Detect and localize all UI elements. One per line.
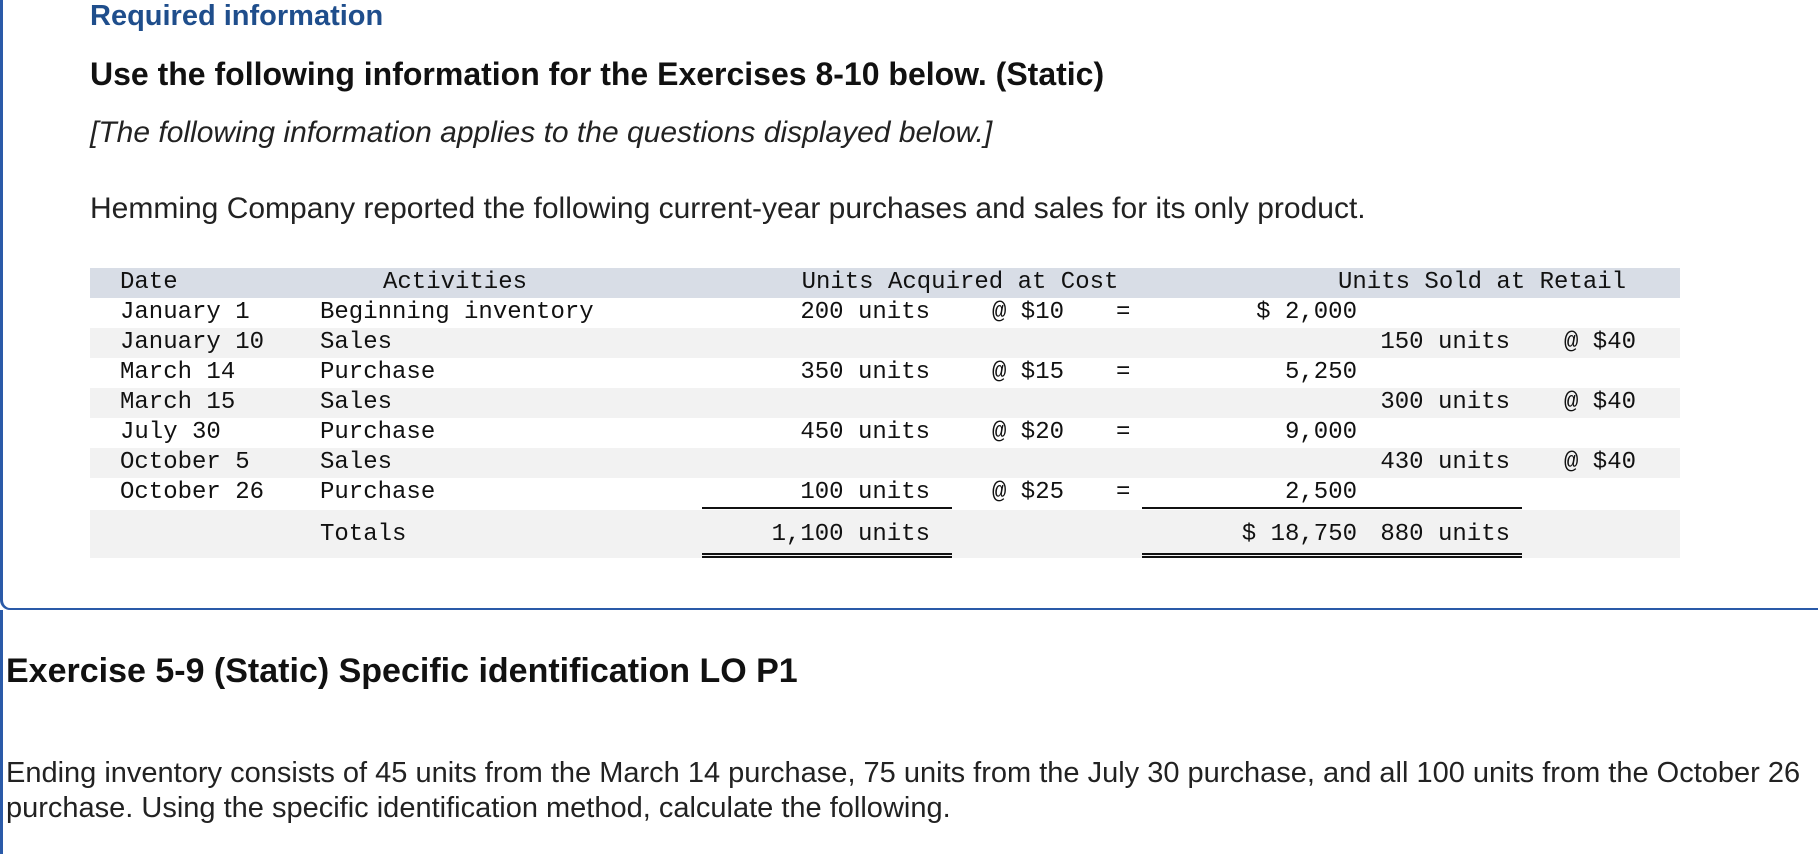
row-date: March 15 [120, 389, 236, 416]
row-activity: Beginning inventory [320, 299, 594, 326]
row-equals: = [1116, 359, 1131, 386]
row-equals: = [1116, 419, 1131, 446]
double-underline-units-acquired [702, 553, 952, 558]
row-activity: Sales [320, 449, 393, 476]
header-date: Date [120, 269, 178, 296]
exercise-title: Exercise 5-9 (Static) Specific identific… [6, 652, 798, 690]
row-cost: 5,250 [1284, 359, 1357, 386]
totals-sold-units: 880 units [1380, 521, 1510, 548]
row-cost: $ 2,000 [1256, 299, 1357, 326]
row-acquired-price: @ $25 [992, 479, 1065, 506]
row-sold-price: @ $40 [1564, 329, 1637, 356]
inventory-table: Date Activities Units Acquired at Cost U… [90, 268, 1680, 558]
row-activity: Sales [320, 329, 393, 356]
row-activity: Purchase [320, 479, 436, 506]
table-row: January 1 Beginning inventory 200 units … [90, 298, 1680, 328]
row-cost: 9,000 [1284, 419, 1357, 446]
totals-cost: $ 18,750 [1241, 521, 1357, 548]
row-acquired-price: @ $20 [992, 419, 1065, 446]
row-acquired-units: 450 units [800, 419, 930, 446]
row-acquired-units: 200 units [800, 299, 930, 326]
row-acquired-units: 100 units [800, 479, 930, 506]
applies-note: [The following information applies to th… [90, 116, 993, 149]
table-row: March 14 Purchase 350 units @ $15 = 5,25… [90, 358, 1680, 388]
required-information-heading: Required information [90, 0, 384, 32]
row-sold-units: 300 units [1380, 389, 1510, 416]
table-row: October 26 Purchase 100 units @ $25 = 2,… [90, 478, 1680, 508]
row-sold-units: 430 units [1380, 449, 1510, 476]
table-row: January 10 Sales 150 units @ $40 [90, 328, 1680, 358]
totals-label: Totals [320, 521, 407, 548]
instructions-title: Use the following information for the Ex… [90, 56, 1105, 92]
row-date: July 30 [120, 419, 221, 446]
table-row: March 15 Sales 300 units @ $40 [90, 388, 1680, 418]
row-activity: Sales [320, 389, 393, 416]
table-row: October 5 Sales 430 units @ $40 [90, 448, 1680, 478]
underline-cost-sold [1142, 507, 1522, 509]
row-date: January 10 [120, 329, 265, 356]
underline-units-acquired [702, 507, 952, 509]
header-units-acquired: Units Acquired at Cost [801, 269, 1119, 296]
row-acquired-price: @ $15 [992, 359, 1065, 386]
info-panel [0, 0, 1818, 610]
header-activities: Activities [382, 269, 528, 296]
table-header-row: Date Activities Units Acquired at Cost U… [90, 268, 1680, 298]
row-acquired-price: @ $10 [992, 299, 1065, 326]
row-sold-price: @ $40 [1564, 389, 1637, 416]
row-cost: 2,500 [1284, 479, 1357, 506]
row-activity: Purchase [320, 359, 436, 386]
totals-acquired-units: 1,100 units [771, 521, 930, 548]
exercise-text: Ending inventory consists of 45 units fr… [6, 757, 1801, 824]
row-acquired-units: 350 units [800, 359, 930, 386]
row-equals: = [1116, 299, 1131, 326]
row-sold-units: 150 units [1380, 329, 1510, 356]
row-sold-price: @ $40 [1564, 449, 1637, 476]
header-units-sold: Units Sold at Retail [1338, 269, 1627, 296]
row-date: March 14 [120, 359, 236, 386]
row-date: January 1 [120, 299, 250, 326]
row-activity: Purchase [320, 419, 436, 446]
left-accent-rule [0, 610, 3, 854]
totals-row: Totals 1,100 units $ 18,750 880 units [90, 510, 1680, 558]
intro-text: Hemming Company reported the following c… [90, 192, 1366, 225]
double-underline-cost-sold [1142, 553, 1522, 558]
row-date: October 5 [120, 449, 250, 476]
row-equals: = [1116, 479, 1131, 506]
row-date: October 26 [120, 479, 265, 506]
table-row: July 30 Purchase 450 units @ $20 = 9,000 [90, 418, 1680, 448]
